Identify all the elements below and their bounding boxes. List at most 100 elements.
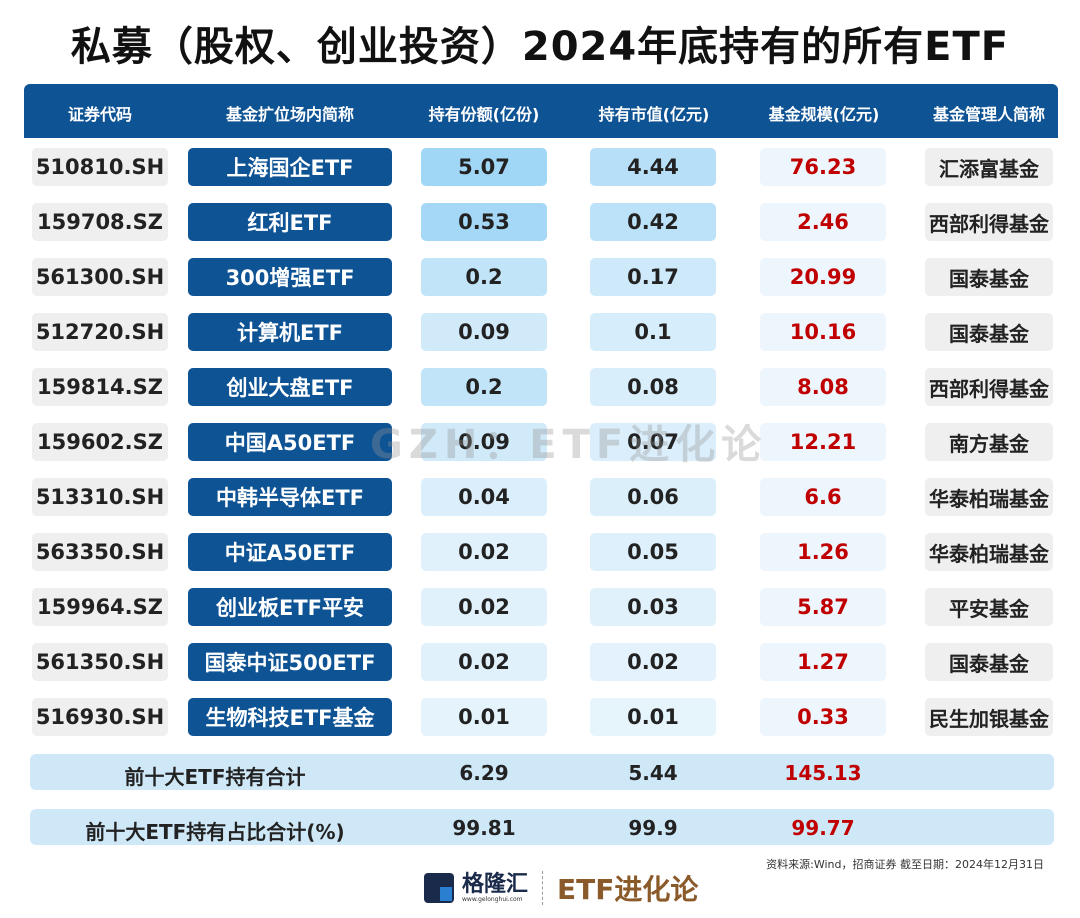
cell-scale: 1.26 <box>760 533 886 571</box>
summary-label: 前十大ETF持有合计 <box>124 765 306 789</box>
cell-name: 中国A50ETF <box>188 423 392 461</box>
table-header: 证券代码 基金扩位场内简称 持有份额(亿份) 持有市值(亿元) 基金规模(亿元)… <box>24 84 1058 138</box>
table-row: 159964.SZ 创业板ETF平安 0.02 0.03 5.87 平安基金 <box>0 588 1080 628</box>
header-manager: 基金管理人简称 <box>932 105 1045 124</box>
cell-name: 国泰中证500ETF <box>188 643 392 681</box>
cell-code: 561350.SH <box>32 643 168 681</box>
cell-name: 中韩半导体ETF <box>188 478 392 516</box>
cell-code: 159814.SZ <box>32 368 168 406</box>
cell-scale: 1.27 <box>760 643 886 681</box>
summary-scale: 145.13 <box>784 761 862 785</box>
cell-shares: 0.09 <box>421 313 547 351</box>
header-shares: 持有份额(亿份) <box>428 105 540 124</box>
table-row: 516930.SH 生物科技ETF基金 0.01 0.01 0.33 民生加银基金 <box>0 698 1080 738</box>
cell-code: 159964.SZ <box>32 588 168 626</box>
table-row: 561350.SH 国泰中证500ETF 0.02 0.02 1.27 国泰基金 <box>0 643 1080 683</box>
summary-value: 99.9 <box>628 816 678 840</box>
cell-name: 创业板ETF平安 <box>188 588 392 626</box>
brand-url: www.gelonghui.com <box>462 895 523 903</box>
cell-value: 0.42 <box>590 203 716 241</box>
table-row: 159814.SZ 创业大盘ETF 0.2 0.08 8.08 西部利得基金 <box>0 368 1080 408</box>
cell-manager: 华泰柏瑞基金 <box>925 478 1053 516</box>
cell-scale: 20.99 <box>760 258 886 296</box>
cell-shares: 0.01 <box>421 698 547 736</box>
cell-manager: 西部利得基金 <box>925 203 1053 241</box>
cell-scale: 5.87 <box>760 588 886 626</box>
cell-value: 0.08 <box>590 368 716 406</box>
cell-name: 上海国企ETF <box>188 148 392 186</box>
cell-code: 512720.SH <box>32 313 168 351</box>
table-row: 512720.SH 计算机ETF 0.09 0.1 10.16 国泰基金 <box>0 313 1080 353</box>
brand-name: 格隆汇 <box>462 871 529 897</box>
header-code: 证券代码 <box>67 105 132 124</box>
cell-value: 0.17 <box>590 258 716 296</box>
watermark: GZH：ETF进化论 <box>370 422 768 468</box>
page-title: 私募（股权、创业投资）2024年底持有的所有ETF <box>70 24 1010 70</box>
summary-label: 前十大ETF持有占比合计(%) <box>85 820 345 844</box>
cell-scale: 10.16 <box>760 313 886 351</box>
cell-scale: 12.21 <box>760 423 886 461</box>
cell-manager: 汇添富基金 <box>925 148 1053 186</box>
header-scale: 基金规模(亿元) <box>768 105 880 124</box>
cell-value: 0.02 <box>590 643 716 681</box>
table-row: 563350.SH 中证A50ETF 0.02 0.05 1.26 华泰柏瑞基金 <box>0 533 1080 573</box>
cell-name: 中证A50ETF <box>188 533 392 571</box>
cell-manager: 国泰基金 <box>925 643 1053 681</box>
cell-code: 159708.SZ <box>32 203 168 241</box>
cell-value: 0.05 <box>590 533 716 571</box>
brand-etf: ETF进化论 <box>557 873 699 906</box>
cell-shares: 0.02 <box>421 643 547 681</box>
brand-logo: 格隆汇 www.gelonghui.com ETF进化论 <box>424 868 698 908</box>
header-name: 基金扩位场内简称 <box>225 105 354 124</box>
summary-ratio-row: 前十大ETF持有占比合计(%) 99.81 99.9 99.77 <box>30 809 1054 845</box>
header-value: 持有市值(亿元) <box>598 105 710 124</box>
divider <box>542 871 544 905</box>
summary-scale: 99.77 <box>791 816 855 840</box>
cell-manager: 平安基金 <box>925 588 1053 626</box>
cell-value: 0.01 <box>590 698 716 736</box>
cell-scale: 0.33 <box>760 698 886 736</box>
summary-total-row: 前十大ETF持有合计 6.29 5.44 145.13 <box>30 754 1054 790</box>
cell-manager: 民生加银基金 <box>925 698 1053 736</box>
cell-code: 561300.SH <box>32 258 168 296</box>
cell-shares: 0.53 <box>421 203 547 241</box>
cell-shares: 0.2 <box>421 368 547 406</box>
cell-shares: 0.02 <box>421 533 547 571</box>
cell-shares: 5.07 <box>421 148 547 186</box>
table-row: 513310.SH 中韩半导体ETF 0.04 0.06 6.6 华泰柏瑞基金 <box>0 478 1080 518</box>
cell-value: 0.06 <box>590 478 716 516</box>
cell-value: 4.44 <box>590 148 716 186</box>
cell-code: 510810.SH <box>32 148 168 186</box>
cell-scale: 2.46 <box>760 203 886 241</box>
cell-value: 0.1 <box>590 313 716 351</box>
source-note: 资料来源:Wind，招商证券 截至日期：2024年12月31日 <box>766 858 1044 871</box>
cell-value: 0.07 <box>590 423 716 461</box>
cell-code: 513310.SH <box>32 478 168 516</box>
cell-name: 300增强ETF <box>188 258 392 296</box>
cell-shares: 0.04 <box>421 478 547 516</box>
summary-shares: 6.29 <box>459 761 509 785</box>
cell-scale: 6.6 <box>760 478 886 516</box>
cell-name: 生物科技ETF基金 <box>188 698 392 736</box>
cell-shares: 0.02 <box>421 588 547 626</box>
cell-shares: 0.09 <box>421 423 547 461</box>
cell-shares: 0.2 <box>421 258 547 296</box>
cell-name: 红利ETF <box>188 203 392 241</box>
cell-manager: 国泰基金 <box>925 258 1053 296</box>
cell-value: 0.03 <box>590 588 716 626</box>
cell-scale: 8.08 <box>760 368 886 406</box>
cell-name: 计算机ETF <box>188 313 392 351</box>
cell-manager: 华泰柏瑞基金 <box>925 533 1053 571</box>
cell-name: 创业大盘ETF <box>188 368 392 406</box>
table-row: 159602.SZ 中国A50ETF 0.09 0.07 12.21 南方基金 <box>0 423 1080 463</box>
cell-code: 159602.SZ <box>32 423 168 461</box>
summary-value: 5.44 <box>628 761 678 785</box>
table-row: 510810.SH 上海国企ETF 5.07 4.44 76.23 汇添富基金 <box>0 148 1080 188</box>
table-row: 159708.SZ 红利ETF 0.53 0.42 2.46 西部利得基金 <box>0 203 1080 243</box>
cell-manager: 国泰基金 <box>925 313 1053 351</box>
cell-scale: 76.23 <box>760 148 886 186</box>
cell-manager: 西部利得基金 <box>925 368 1053 406</box>
summary-shares: 99.81 <box>452 816 516 840</box>
gelonghui-logo-icon <box>424 873 454 903</box>
cell-code: 563350.SH <box>32 533 168 571</box>
